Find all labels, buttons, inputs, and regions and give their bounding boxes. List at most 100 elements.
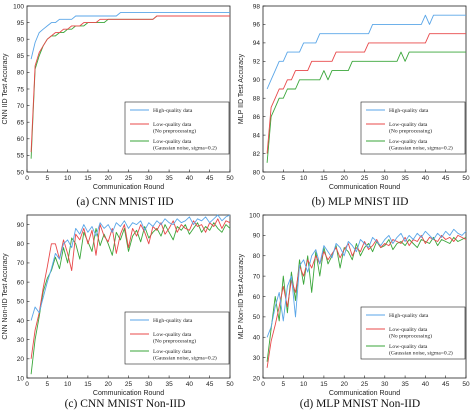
series-line-high bbox=[30, 214, 231, 321]
series-line-noise bbox=[266, 51, 466, 163]
y-tick-label: 30 bbox=[17, 337, 25, 344]
x-tick-label: 0 bbox=[25, 381, 29, 388]
x-tick-label: 0 bbox=[261, 175, 265, 182]
x-tick-label: 30 bbox=[381, 381, 389, 388]
x-tick-label: 25 bbox=[361, 381, 369, 388]
y-tick-label: 90 bbox=[17, 222, 25, 229]
series-line-high bbox=[266, 228, 467, 338]
legend-sublabel: (No preprocessing) bbox=[153, 128, 196, 135]
x-tick-label: 10 bbox=[300, 381, 308, 388]
x-tick-label: 35 bbox=[165, 175, 173, 182]
y-tick-label: 96 bbox=[253, 22, 261, 29]
x-tick-label: 40 bbox=[186, 175, 194, 182]
legend-label: High-quality data bbox=[153, 108, 193, 114]
x-tick-label: 20 bbox=[105, 175, 113, 182]
legend-sublabel: (No preprocessing) bbox=[153, 338, 196, 345]
y-tick-label: 70 bbox=[17, 103, 25, 110]
y-tick-label: 40 bbox=[253, 335, 261, 342]
y-tick-label: 50 bbox=[253, 314, 261, 321]
y-tick-label: 40 bbox=[17, 318, 25, 325]
y-tick-label: 65 bbox=[17, 120, 25, 127]
panel-caption: (a) CNN MNIST IID bbox=[76, 196, 173, 208]
x-axis-label: Communication Round bbox=[329, 390, 400, 397]
legend-label: Low-quality data bbox=[153, 349, 192, 355]
x-tick-label: 15 bbox=[320, 175, 328, 182]
legend-label: High-quality data bbox=[153, 318, 193, 324]
x-tick-label: 5 bbox=[281, 175, 285, 182]
x-axis-label: Communication Round bbox=[329, 184, 400, 191]
x-tick-label: 5 bbox=[281, 381, 285, 388]
x-tick-label: 35 bbox=[401, 175, 409, 182]
legend-sublabel: (Gaussian noise, sigma=0.2) bbox=[389, 145, 453, 152]
legend-sublabel: (Gaussian noise, sigma=0.2) bbox=[153, 355, 217, 362]
series-line-noise bbox=[30, 222, 231, 375]
x-tick-label: 20 bbox=[341, 381, 349, 388]
x-tick-label: 5 bbox=[45, 381, 49, 388]
y-tick-label: 20 bbox=[253, 375, 261, 382]
series-line-high bbox=[30, 12, 230, 60]
x-tick-label: 15 bbox=[84, 175, 92, 182]
y-tick-label: 70 bbox=[253, 273, 261, 280]
panel-caption: (b) MLP MNIST IID bbox=[312, 196, 409, 208]
x-tick-label: 25 bbox=[125, 381, 133, 388]
y-tick-label: 60 bbox=[253, 294, 261, 301]
panel-caption: (d) MLP MNIST Non-IID bbox=[300, 398, 420, 410]
y-tick-label: 10 bbox=[17, 375, 25, 382]
y-tick-label: 80 bbox=[17, 70, 25, 77]
x-tick-label: 45 bbox=[206, 381, 214, 388]
series-line-low bbox=[30, 15, 230, 153]
y-tick-label: 20 bbox=[17, 356, 25, 363]
x-tick-label: 10 bbox=[300, 175, 308, 182]
legend-label: Low-quality data bbox=[389, 344, 428, 350]
y-tick-label: 84 bbox=[253, 132, 261, 139]
x-tick-label: 30 bbox=[145, 175, 153, 182]
series-line-high bbox=[266, 14, 466, 90]
panel-mlp-non-iid: (d) MLP MNIST Non-IID 0 5 10 15 20 25 30 35 40 45… bbox=[238, 212, 470, 410]
legend-label: Low-quality data bbox=[153, 139, 192, 145]
x-tick-label: 50 bbox=[226, 381, 234, 388]
legend-sublabel: (No preprocessing) bbox=[389, 128, 432, 135]
x-tick-label: 5 bbox=[45, 175, 49, 182]
legend-box bbox=[124, 101, 230, 155]
x-tick-label: 25 bbox=[361, 175, 369, 182]
legend-label: Low-quality data bbox=[153, 122, 192, 128]
panel-cnn-iid: (a) CNN MNIST IID 0 5 10 15 20 25 30 35 40 45 50 50… bbox=[2, 3, 234, 208]
y-tick-label: 98 bbox=[253, 3, 261, 10]
y-tick-label: 88 bbox=[253, 96, 261, 103]
y-tick-label: 30 bbox=[253, 355, 261, 362]
y-axis-label: MLP IID Test Accuracy bbox=[238, 53, 245, 124]
y-tick-label: 55 bbox=[17, 153, 25, 160]
legend-box bbox=[360, 306, 466, 360]
y-tick-label: 70 bbox=[17, 260, 25, 267]
x-tick-label: 45 bbox=[442, 175, 450, 182]
legend-label: Low-quality data bbox=[389, 327, 428, 333]
legend-label: Low-quality data bbox=[153, 332, 192, 338]
panel-cnn-non-iid: (c) CNN MNIST Non-IID 0 5 10 15 20 25 30 35 40 45… bbox=[2, 214, 234, 410]
x-tick-label: 50 bbox=[226, 175, 234, 182]
legend-sublabel: (Gaussian noise, sigma=0.2) bbox=[153, 145, 217, 152]
y-tick-label: 80 bbox=[253, 169, 261, 176]
x-tick-label: 0 bbox=[261, 381, 265, 388]
x-tick-label: 45 bbox=[442, 381, 450, 388]
x-axis-label: Communication Round bbox=[93, 390, 164, 397]
y-tick-label: 75 bbox=[17, 86, 25, 93]
x-tick-label: 30 bbox=[381, 175, 389, 182]
y-axis-label: MLP Non-IID Test Accuracy bbox=[238, 253, 245, 339]
y-tick-label: 50 bbox=[17, 169, 25, 176]
y-tick-label: 94 bbox=[253, 40, 261, 47]
x-tick-label: 20 bbox=[341, 175, 349, 182]
x-tick-label: 0 bbox=[25, 175, 29, 182]
y-tick-label: 60 bbox=[17, 136, 25, 143]
legend-label: High-quality data bbox=[389, 108, 429, 114]
y-tick-label: 92 bbox=[253, 59, 261, 66]
legend-sublabel: (Gaussian noise, sigma=0.2) bbox=[389, 350, 453, 357]
x-tick-label: 20 bbox=[105, 381, 113, 388]
y-tick-label: 60 bbox=[17, 279, 25, 286]
x-tick-label: 40 bbox=[422, 381, 430, 388]
x-tick-label: 10 bbox=[64, 381, 72, 388]
y-axis-label: CNN IID Test Accuracy bbox=[2, 53, 9, 125]
